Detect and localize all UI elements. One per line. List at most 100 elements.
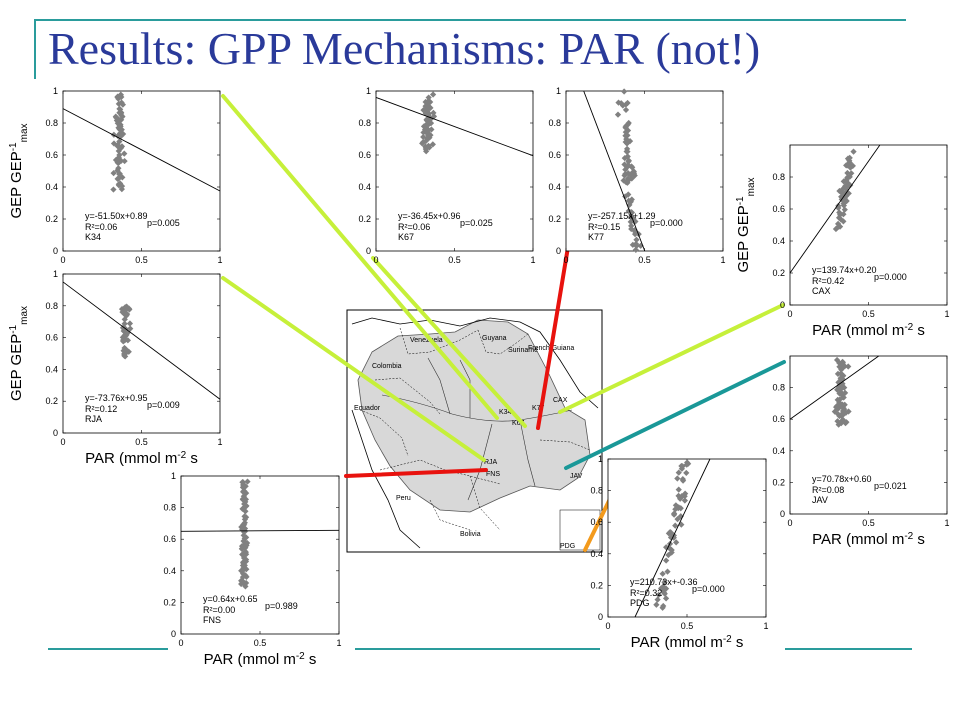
x-tick-label-fns-2: 1 — [336, 638, 341, 648]
x-tick-label-k34-1: 0.5 — [135, 255, 148, 265]
data-point-jav — [841, 363, 848, 370]
y-tick-label-fns-2: 0.4 — [163, 566, 176, 576]
site-label-cax: CAX — [812, 286, 831, 296]
y-tick-label-k77-4: 0.8 — [548, 118, 561, 128]
data-point-pdg — [662, 595, 670, 602]
equation-cax: y=139.74x+0.20 — [812, 265, 877, 275]
y-tick-label-k77-2: 0.4 — [548, 182, 561, 192]
y-axis-label-cax: GEP GEP-1max — [735, 177, 757, 272]
y-tick-label-cax-0: 0 — [780, 300, 785, 310]
map-site-cax: CAX — [553, 397, 568, 404]
r2-k77: R²=0.15 — [588, 222, 620, 232]
inset-box — [559, 509, 601, 551]
y-tick-label-k67-4: 0.8 — [358, 118, 371, 128]
y-tick-label-k34-5: 1 — [53, 86, 58, 96]
y-tick-label-k67-2: 0.4 — [358, 182, 371, 192]
map-site-fns: FNS — [486, 471, 500, 478]
frame-top-line — [34, 19, 906, 21]
y-tick-label-jav-1: 0.2 — [772, 477, 785, 487]
slide-title: Results: GPP Mechanisms: PAR (not!) — [48, 23, 761, 74]
y-tick-label-fns-3: 0.6 — [163, 534, 176, 544]
data-point-k34 — [117, 180, 124, 187]
y-tick-label-rja-4: 0.8 — [45, 301, 58, 311]
x-tick-label-jav-0: 0 — [787, 518, 792, 528]
p-value-cax: p=0.000 — [874, 272, 907, 282]
data-point-jav — [842, 409, 850, 416]
data-point-pdg — [671, 511, 678, 518]
y-tick-label-k67-1: 0.2 — [358, 214, 371, 224]
data-point-k34 — [116, 151, 123, 159]
regression-line-pdg — [634, 458, 711, 618]
data-point-k34 — [119, 174, 126, 181]
data-point-jav — [838, 366, 845, 373]
y-tick-label-fns-0: 0 — [171, 629, 176, 639]
map-site-pdg: PDG — [560, 543, 575, 550]
plot-area-k34 — [62, 90, 221, 252]
x-tick-label-k77-1: 0.5 — [638, 255, 651, 265]
y-tick-label-rja-5: 1 — [53, 269, 58, 279]
data-point-k34 — [110, 170, 117, 177]
site-label-k67: K67 — [398, 232, 414, 242]
x-tick-label-pdg-1: 0.5 — [681, 621, 694, 631]
x-tick-label-jav-2: 1 — [944, 518, 949, 528]
x-tick-label-cax-2: 1 — [944, 309, 949, 319]
data-point-rja — [126, 306, 133, 313]
x-tick-label-jav-1: 0.5 — [862, 518, 875, 528]
equation-k77: y=-257.15x+1.29 — [588, 211, 656, 221]
x-tick-label-cax-0: 0 — [787, 309, 792, 319]
data-point-pdg — [664, 568, 671, 575]
data-point-pdg — [672, 506, 679, 513]
x-tick-label-k67-2: 1 — [530, 255, 535, 265]
y-tick-label-jav-4: 0.8 — [772, 383, 785, 393]
data-point-pdg — [675, 469, 682, 476]
site-label-jav: JAV — [812, 495, 828, 505]
x-axis-label-rja: PAR (mmol m-2 s — [85, 450, 198, 468]
chart-rja: 0 0.5 1 0 0.2 0.4 0.6 0.8 1 y=-73.76x+0.95R²=0.12… — [8, 269, 223, 467]
site-label-fns: FNS — [203, 615, 221, 625]
x-axis-label-cax: PAR (mmol m-2 s — [812, 322, 925, 340]
x-tick-label-pdg-2: 1 — [763, 621, 768, 631]
data-point-pdg — [663, 557, 670, 564]
connector-k34 — [221, 94, 499, 420]
y-tick-label-fns-4: 0.8 — [163, 503, 176, 513]
site-label-k77: K77 — [588, 232, 604, 242]
data-point-k34 — [110, 186, 117, 193]
data-point-pdg — [667, 529, 674, 536]
regression-line-rja — [62, 281, 221, 400]
data-point-k34 — [116, 105, 123, 112]
y-tick-label-pdg-3: 0.6 — [590, 517, 603, 527]
y-tick-label-rja-3: 0.6 — [45, 333, 58, 343]
site-label-pdg: PDG — [630, 598, 650, 608]
y-tick-label-k67-0: 0 — [366, 246, 371, 256]
r2-k67: R²=0.06 — [398, 222, 430, 232]
plot-area-jav — [789, 355, 948, 515]
plot-area-k77 — [565, 90, 724, 252]
x-tick-label-fns-0: 0 — [178, 638, 183, 648]
y-tick-label-k77-1: 0.2 — [548, 214, 561, 224]
y-tick-label-k67-3: 0.6 — [358, 150, 371, 160]
frame-bottom-line-1 — [48, 648, 168, 650]
y-tick-label-pdg-5: 1 — [598, 454, 603, 464]
y-tick-label-jav-3: 0.6 — [772, 414, 785, 424]
data-point-jav — [838, 371, 845, 378]
data-point-k77 — [614, 111, 622, 118]
data-point-k34 — [114, 143, 121, 150]
amazon-basin-region — [357, 319, 591, 513]
y-tick-label-cax-4: 0.8 — [772, 172, 785, 182]
y-tick-label-rja-2: 0.4 — [45, 364, 58, 374]
r2-fns: R²=0.00 — [203, 605, 235, 615]
regression-line-jav — [789, 355, 879, 420]
site-label-k34: K34 — [85, 232, 101, 242]
map-label-ecuador: Ecuador — [354, 405, 381, 412]
x-axis-label-jav: PAR (mmol m-2 s — [812, 531, 925, 549]
data-point-k34 — [118, 143, 126, 150]
map-site-k77: K77 — [532, 405, 545, 412]
regression-line-fns — [180, 529, 340, 532]
frame-bottom-line-2 — [355, 648, 600, 650]
frame-bottom-line-3 — [785, 648, 912, 650]
chart-k67: 0 0.5 1 0 0.2 0.4 0.6 0.8 1 y=-36.45x+0.96R²=0.06… — [358, 86, 535, 265]
